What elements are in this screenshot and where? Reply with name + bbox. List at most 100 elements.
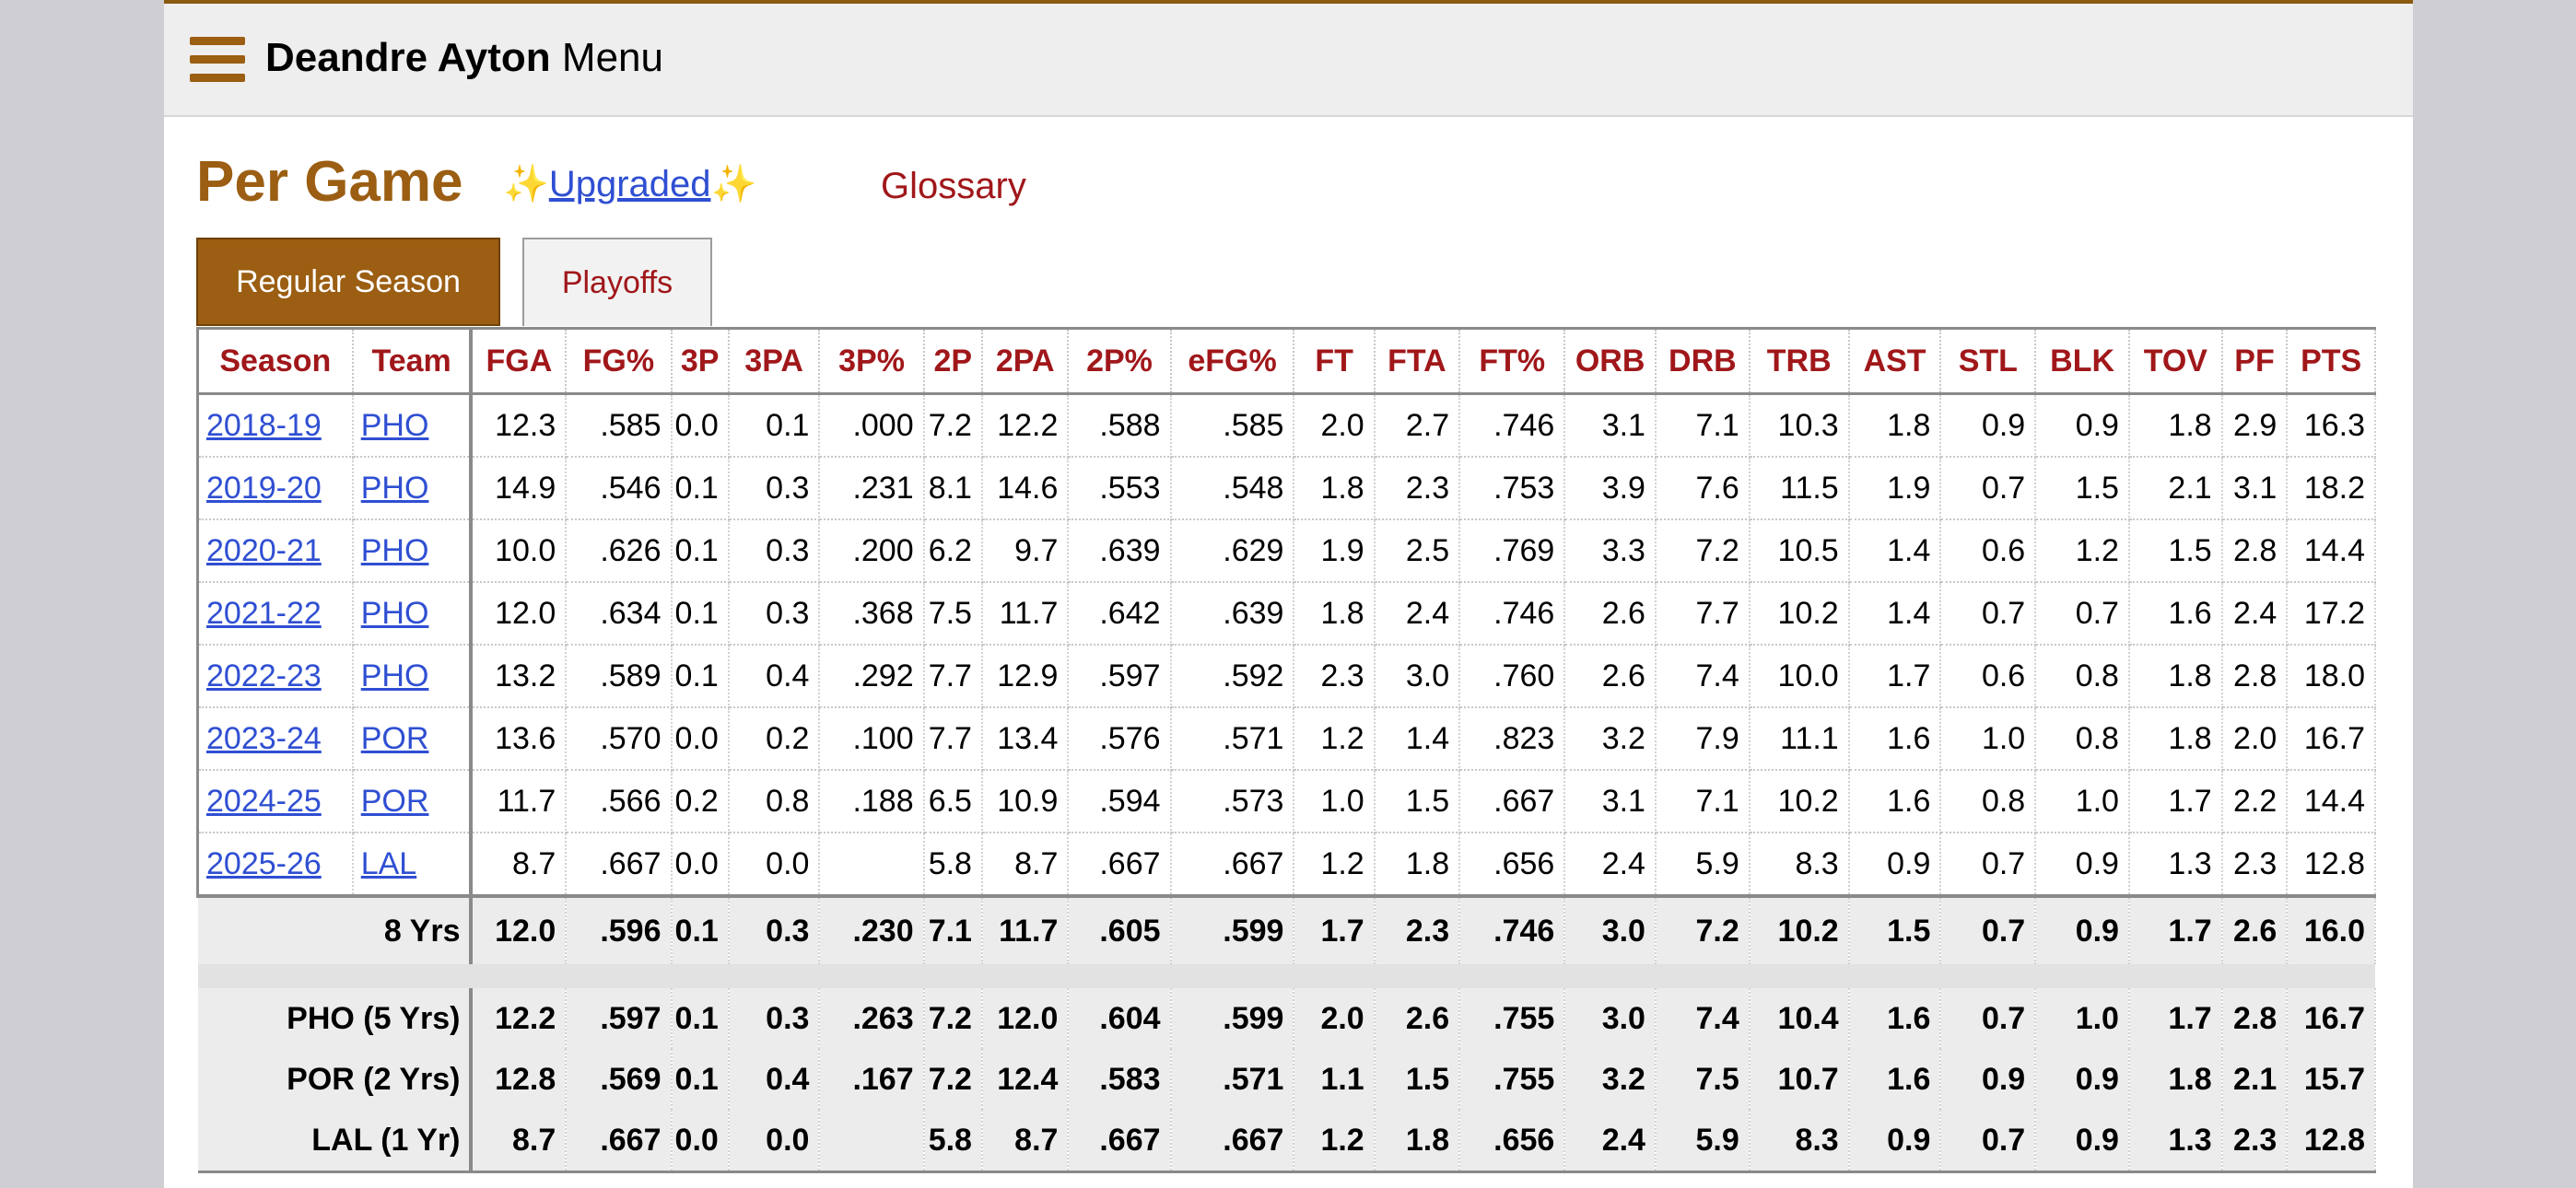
team-link[interactable]: LAL [360, 845, 417, 881]
stat-cell: 3.1 [2221, 457, 2289, 520]
season-link[interactable]: 2018-19 [206, 407, 322, 443]
tab-regular-season[interactable]: Regular Season [196, 238, 500, 326]
team-link[interactable]: PHO [360, 658, 429, 693]
season-cell: 2023-24 [195, 707, 354, 771]
stat-cell [819, 1110, 925, 1173]
column-header[interactable]: FT% [1459, 327, 1566, 395]
stat-cell: .188 [819, 770, 925, 833]
stat-cell: .656 [1459, 833, 1566, 897]
column-header[interactable]: Team [352, 327, 474, 395]
column-header[interactable]: 2P% [1068, 327, 1172, 395]
column-header[interactable]: Season [195, 327, 354, 395]
stat-cell: 3.2 [1564, 1049, 1657, 1110]
stat-cell: 1.7 [2128, 894, 2223, 964]
season-link[interactable]: 2021-22 [206, 595, 322, 631]
stat-cell: 7.5 [1655, 1049, 1751, 1110]
season-link[interactable]: 2025-26 [206, 845, 322, 881]
stat-cell: 1.2 [1294, 1110, 1376, 1173]
stat-cell: 2.4 [2221, 582, 2289, 646]
stat-cell: 0.8 [1940, 770, 2037, 833]
stat-cell: .231 [819, 457, 925, 520]
glossary-link[interactable]: Glossary [881, 166, 1026, 206]
column-header[interactable]: FT [1294, 327, 1376, 395]
stat-cell: 2.4 [1564, 833, 1657, 897]
column-header[interactable]: 2PA [981, 327, 1070, 395]
season-link[interactable]: 2022-23 [206, 658, 322, 693]
stat-cell: 8.1 [923, 457, 983, 520]
column-header[interactable]: eFG% [1170, 327, 1295, 395]
column-header[interactable]: TRB [1749, 327, 1850, 395]
team-link[interactable]: POR [360, 783, 429, 819]
column-header[interactable]: ORB [1564, 327, 1657, 395]
stat-cell: 0.9 [2035, 833, 2130, 897]
stat-cell: 10.2 [1749, 582, 1850, 646]
stat-cell: .292 [819, 645, 925, 708]
stat-cell: 3.0 [1564, 988, 1657, 1049]
team-link[interactable]: PHO [360, 595, 429, 631]
column-header[interactable]: FGA [471, 327, 568, 395]
stat-cell: 2.3 [1374, 457, 1461, 520]
upgraded-link[interactable]: Upgraded [548, 164, 711, 204]
season-cell: 2024-25 [195, 770, 354, 833]
stat-cell: 1.0 [1940, 707, 2037, 771]
stat-cell: .656 [1459, 1110, 1566, 1173]
player-name: Deandre Ayton [265, 35, 551, 80]
season-link[interactable]: 2020-21 [206, 532, 322, 568]
team-link[interactable]: PHO [360, 470, 429, 506]
stat-cell: .596 [566, 894, 673, 964]
stat-cell: 1.6 [1848, 988, 1942, 1049]
stat-cell: .667 [566, 833, 673, 897]
season-link[interactable]: 2024-25 [206, 783, 322, 819]
column-header[interactable]: PF [2221, 327, 2289, 395]
team-link[interactable]: POR [360, 720, 429, 756]
column-header[interactable]: 3P% [819, 327, 925, 395]
team-cell: PHO [352, 457, 474, 520]
stat-cell: .753 [1459, 457, 1566, 520]
column-header[interactable]: DRB [1655, 327, 1751, 395]
stat-cell: 1.2 [1294, 833, 1376, 897]
stat-cell: .597 [566, 988, 673, 1049]
stat-cell: .823 [1459, 707, 1566, 771]
season-link[interactable]: 2019-20 [206, 470, 322, 506]
hamburger-menu-icon[interactable] [190, 35, 245, 85]
stat-cell: 3.3 [1564, 519, 1657, 583]
stat-cell: 2.8 [2221, 519, 2289, 583]
column-header[interactable]: 3P [671, 327, 730, 395]
column-header[interactable]: 3PA [728, 327, 821, 395]
player-menu-title[interactable]: Deandre Ayton Menu [265, 35, 663, 81]
stat-cell: 11.7 [981, 582, 1070, 646]
column-header[interactable]: PTS [2287, 327, 2376, 395]
column-header[interactable]: 2P [923, 327, 983, 395]
table-row: 2019-20 PHO 14.9.546 0.1 0.3.231 8.1 14.6.553.… [195, 457, 2376, 520]
team-totals-row: LAL (1 Yr) 8.7.667 0.0 0.0 5.8 8.7.667.667 1.2… [197, 1110, 2376, 1173]
stat-cell: 1.8 [1294, 582, 1376, 646]
stat-cell: .629 [1170, 519, 1295, 583]
tab-playoffs[interactable]: Playoffs [522, 238, 712, 326]
column-header[interactable]: BLK [2035, 327, 2130, 395]
column-header[interactable]: STL [1940, 327, 2037, 395]
season-link[interactable]: 2023-24 [206, 720, 322, 756]
column-header[interactable]: FG% [566, 327, 673, 395]
stat-cell: 14.4 [2287, 770, 2376, 833]
team-link[interactable]: PHO [360, 407, 429, 443]
stat-cell: 0.8 [2035, 645, 2130, 708]
stat-cell: 0.4 [728, 1049, 821, 1110]
column-header[interactable]: FTA [1374, 327, 1461, 395]
column-header[interactable]: TOV [2128, 327, 2223, 395]
stat-cell: 0.3 [728, 988, 821, 1049]
stat-cell: 1.5 [1374, 770, 1461, 833]
stat-cell: 7.2 [923, 393, 983, 458]
stat-cell: 3.9 [1564, 457, 1657, 520]
stat-cell: 12.8 [2287, 833, 2376, 897]
stat-cell: 0.4 [728, 645, 821, 708]
stat-cell: .667 [1068, 833, 1172, 897]
stat-cell: 1.3 [2128, 1110, 2223, 1173]
team-link[interactable]: PHO [360, 532, 429, 568]
stat-cell: 10.0 [471, 519, 568, 583]
stat-cell: 1.4 [1848, 519, 1942, 583]
team-cell: POR [352, 770, 474, 833]
stat-cell: .569 [566, 1049, 673, 1110]
column-header[interactable]: AST [1848, 327, 1942, 395]
stat-cell: .755 [1459, 1049, 1566, 1110]
stat-cell: 15.7 [2287, 1049, 2376, 1110]
